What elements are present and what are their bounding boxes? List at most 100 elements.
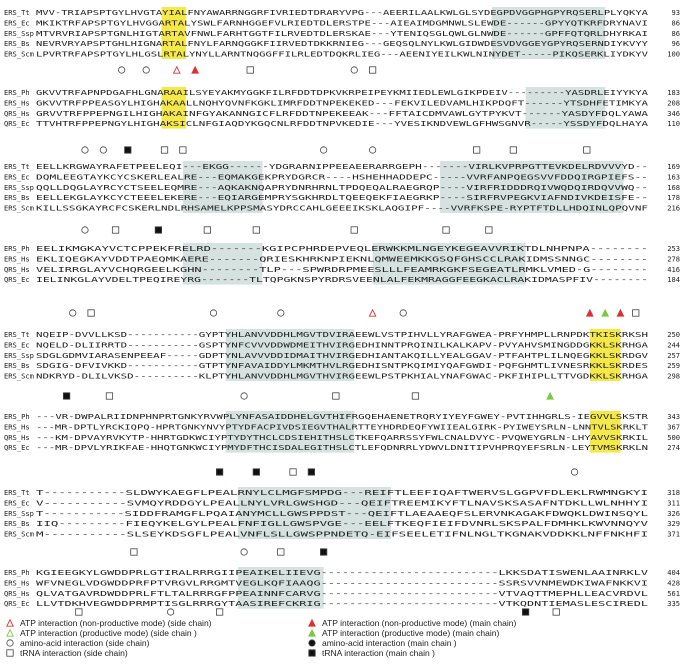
sequence-residues: MVV-TRIAPSPTGYLHVGTAYIALFNYAWARRNGGRFIVR… (36, 8, 649, 17)
sequence-name: ERS_Scm (4, 372, 34, 381)
highlight-region-gray (525, 87, 606, 129)
interaction-marker (368, 66, 377, 74)
sequence-name: ERS_Scm (4, 530, 34, 539)
legend-symbol (308, 639, 316, 647)
sequence-name: ERS_Ec (4, 340, 30, 349)
interaction-marker (63, 392, 71, 400)
legend-label: tRNA interaction (side chain) (20, 648, 128, 658)
legend-symbol (6, 649, 14, 657)
sequence-residues: ---MR-DPVLYRIKFAE-HHQTGNKWCIYPMYDFTHCISD… (36, 443, 648, 452)
residue-number: 278 (667, 254, 680, 263)
residue-number: 318 (667, 488, 680, 497)
residue-number: 169 (667, 162, 680, 171)
residue-number: 298 (667, 372, 680, 381)
residue-number: 253 (667, 244, 680, 253)
sequence-residues: WFVNEGLVDGWDDPRFPTVRGVLRRGMTVEGLKQFIAAQG… (36, 578, 648, 587)
interaction-marker (368, 146, 377, 154)
interaction-marker (399, 309, 407, 317)
sequence-residues: GRVVTRFPPEPNGILHIGHAKAINFGYAKANNGICFLRFD… (36, 109, 649, 118)
sequence-name: ERS_Ec (4, 18, 30, 27)
sequence-residues: SDGIG-DFVIVKKD-----------GTPTYNFAVAIDDYL… (36, 361, 648, 370)
sequence-name: ERS_Ssp (4, 509, 34, 518)
sequence-residues: ---VR-DWPALRIIDNPHNPRTGNKYRVWPLYNFASAIDD… (36, 412, 649, 421)
sequence-residues: NQEIP-DVVLLKSD-----------GYPTYHLANVVDDHL… (36, 330, 648, 339)
sequence-residues: EKLIQEGKAYVDDTPAEQMKAERE-------QRIESKHRK… (36, 254, 648, 263)
sequence-residues: MKIKTRFAPSPTGYLHVGGARTALYSWLFARNHGGEFVLR… (36, 18, 648, 27)
sequence-residues: T-----------SIDDFRAMGFLPQAIANYMCLLGWSPPD… (36, 509, 648, 518)
residue-number: 335 (667, 599, 680, 608)
residue-number: 367 (667, 422, 680, 431)
highlight-region-gray (182, 161, 263, 213)
residue-number: 259 (667, 361, 680, 370)
interaction-marker (240, 548, 248, 556)
sequence-residues: DQMLEEGTAYKCYCSKERLEALRE---EQMAKGEKPRYDG… (36, 172, 648, 181)
sequence-name: QRS_Hs (4, 109, 30, 118)
interaction-marker (111, 226, 120, 234)
interaction-marker (215, 468, 224, 476)
residue-number: 184 (667, 275, 680, 284)
interaction-marker (332, 392, 340, 400)
interaction-marker (142, 66, 150, 74)
sequence-residues: IELINKGLAYVDELTPEQIREYRG-------TLTQPGKNS… (36, 275, 648, 284)
interaction-marker (252, 226, 260, 234)
sequence-name: ERS_Ssp (4, 351, 34, 360)
interaction-marker (118, 66, 126, 74)
alignment-block: ERS_Ph GKVVTRFAPNPDGAFHLGNARAAILSYEYAKMYG… (4, 88, 680, 128)
sequence-residues: KILLSSGKAYRCFCSKERLNDLRHSAMELKPPSMASYDRC… (36, 204, 648, 213)
residue-number: 311 (667, 498, 680, 507)
interaction-marker (75, 608, 83, 616)
sequence-name: ERS_Ssp (4, 29, 34, 38)
sequence-name: ERS_Ph (4, 244, 30, 253)
residue-number: 216 (667, 204, 680, 213)
interaction-marker (552, 608, 560, 616)
residue-number: 96 (671, 39, 680, 48)
sequence-name: ERS_Ph (4, 412, 30, 421)
interaction-marker (601, 308, 610, 317)
sequence-residues: ---KM-DPVAYRVKYTP-HHRTGDKWCIYPTYDYTHCLCD… (36, 433, 648, 442)
residue-number: 163 (667, 172, 680, 181)
residue-number: 500 (667, 433, 680, 442)
highlight-region-gray (439, 161, 624, 213)
sequence-residues: EELLEKGLAYKCYCTEEELEKERE---EQIARGEMPRYSG… (36, 193, 648, 202)
sequence-name: ERS_Ec (4, 172, 30, 181)
sequence-residues: NEVRVRYAPSPTGHLHIGNARTALFNYLFARNQGGKFIIR… (36, 39, 649, 48)
interaction-marker (81, 226, 89, 234)
highlight-region-yellow (161, 7, 186, 59)
sequence-name: ERS_Scm (4, 50, 34, 59)
interaction-marker (240, 392, 248, 400)
residue-number: 93 (671, 8, 680, 17)
residue-number: 329 (667, 519, 680, 528)
legend-label: ATP interaction (productive mode) (side … (20, 628, 197, 638)
sequence-residues: VELIRRGLAYVCHQRGEELKGHN--------TLP---SPW… (36, 265, 648, 274)
interaction-marker (203, 226, 211, 234)
highlight-region-gray (491, 7, 606, 59)
legend-symbol (308, 618, 316, 627)
sequence-residues: M-----------SLSEYKDSGFLPEALVNFLSLLGWSPPN… (36, 530, 648, 539)
sequence-name: ERS_Ph (4, 568, 30, 577)
highlight-layer (161, 7, 624, 609)
interaction-marker (442, 226, 450, 234)
alignment-rows: ERS_Tt MVV-TRIAPSPTGYLHVGTAYIALFNYAWARRNG… (4, 8, 680, 608)
sequence-residues: GKVVTRFPPEASGYLHIGHAKAALLNQHYQVNFKGKLIMR… (36, 98, 649, 107)
sequence-residues: QLVATGAVRDWDDPRLFTLTALRRRGFPPEAINNFCARVG… (36, 589, 648, 598)
highlight-region-gray (237, 487, 391, 539)
interaction-marker (509, 146, 517, 154)
residue-number: 428 (667, 578, 680, 587)
residue-number: 326 (667, 509, 680, 518)
legend-symbol (6, 618, 14, 627)
legend-label: ATP interaction (non-productive mode) (s… (20, 618, 212, 628)
legend-symbol (6, 639, 14, 647)
sequence-name: QRS_Ec (4, 443, 30, 452)
sequence-name: ERS_Bs (4, 519, 30, 528)
alignment-block: ERS_Ph EELIKMGKAYVCTCPPEKFRELRD-------KGI… (4, 244, 680, 284)
interaction-marker (154, 226, 162, 234)
residue-number: 168 (667, 183, 680, 192)
interaction-marker (105, 392, 114, 400)
interaction-marker (87, 309, 95, 317)
highlight-region-yellow (161, 87, 186, 129)
sequence-name: ERS_Hs (4, 578, 30, 587)
alignment-block: ERS_Ph KGIEEGKYLGWDDPRLGTIRALRRRGIIPEAIKE… (4, 568, 680, 608)
interaction-marker (583, 146, 591, 154)
interaction-marker (320, 146, 328, 154)
sequence-name: ERS_Scm (4, 204, 34, 213)
